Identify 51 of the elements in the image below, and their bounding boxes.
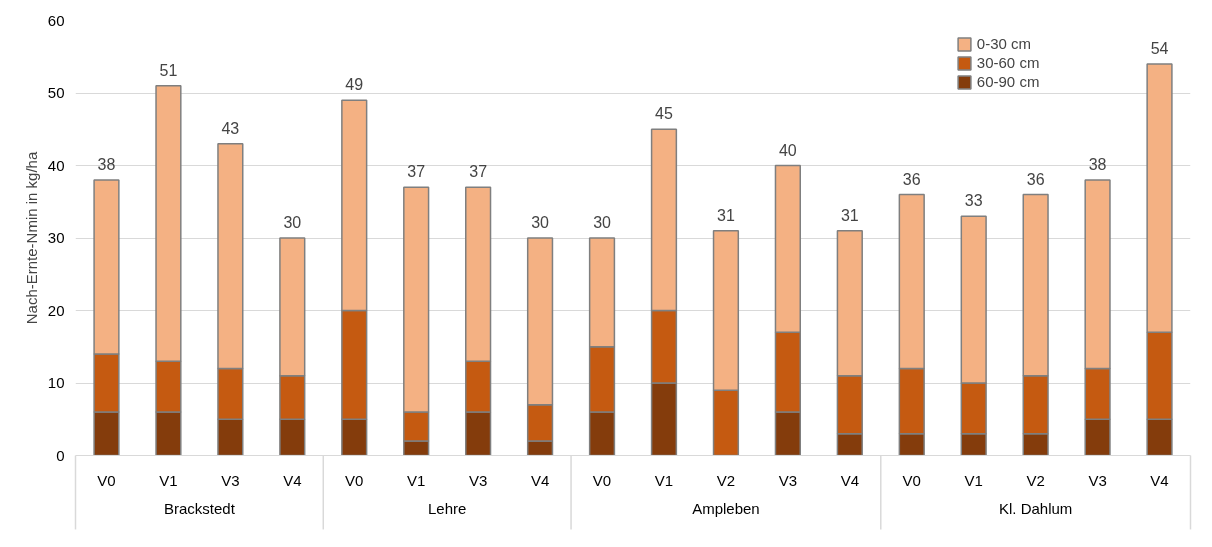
category-label: V2: [1026, 471, 1045, 489]
total-label: 45: [655, 105, 673, 123]
category-label: Kl. Dahlum: [998, 499, 1073, 517]
total-label: 43: [221, 119, 240, 137]
category-label: V3: [778, 471, 798, 489]
total-label: 38: [1088, 156, 1107, 173]
total-label: 40: [778, 141, 797, 159]
y-tick-label: 40: [47, 156, 65, 174]
category-label: V2: [716, 471, 736, 489]
y-tick-label: 30: [47, 229, 65, 246]
total-label: 30: [283, 214, 302, 231]
category-label: V0: [592, 471, 612, 489]
category-label: V0: [97, 471, 116, 489]
category-label: V3: [221, 471, 240, 489]
total-label: 38: [97, 156, 116, 173]
total-label: 36: [1026, 170, 1045, 188]
total-label: 37: [469, 163, 488, 181]
total-label: 51: [159, 61, 178, 79]
legend-label: 60-90 cm: [976, 73, 1040, 90]
total-label: 33: [964, 192, 983, 210]
total-label: 30: [531, 214, 550, 231]
legend-label: 30-60 cm: [976, 54, 1040, 71]
category-label: Ampleben: [692, 499, 760, 517]
total-label: 31: [840, 206, 859, 224]
category-label: V1: [159, 471, 178, 489]
category-label: V0: [345, 471, 364, 489]
total-label: 30: [593, 214, 612, 231]
category-label: V3: [1088, 471, 1107, 489]
total-label: 36: [902, 170, 921, 188]
category-label: V4: [530, 471, 550, 489]
category-label: V4: [1150, 471, 1169, 489]
category-label: V0: [902, 471, 921, 489]
category-label: V3: [468, 471, 488, 489]
total-label: 54: [1150, 40, 1169, 57]
category-label: V1: [654, 471, 674, 489]
category-label: Brackstedt: [163, 499, 235, 517]
category-label: V4: [840, 471, 859, 489]
category-label: V4: [283, 471, 302, 489]
total-label: 49: [345, 76, 364, 94]
y-tick-label: 50: [47, 84, 65, 101]
y-tick-label: 20: [47, 301, 65, 319]
y-tick-label: 0: [56, 446, 65, 464]
y-tick-label: 10: [47, 374, 65, 391]
category-label: V1: [964, 471, 983, 489]
category-label: Lehre: [427, 499, 467, 517]
y-axis-title: Nach-Ernte-Nmin in kg/ha: [22, 151, 40, 325]
y-tick-label: 60: [47, 11, 65, 29]
total-label: 31: [717, 206, 735, 224]
category-label: V1: [407, 471, 426, 489]
legend-label: 0-30 cm: [976, 35, 1032, 52]
total-label: 37: [407, 163, 426, 181]
